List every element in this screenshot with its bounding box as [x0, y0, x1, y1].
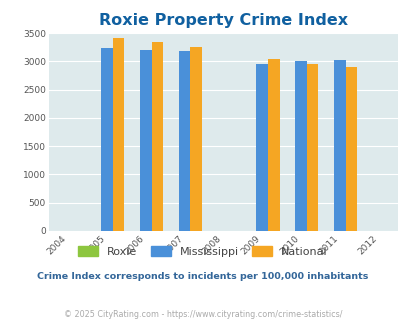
Bar — [178, 51, 190, 231]
Bar — [140, 50, 151, 231]
Bar — [190, 47, 201, 231]
Bar — [151, 42, 163, 231]
Bar — [256, 64, 267, 231]
Bar — [267, 59, 279, 231]
Title: Roxie Property Crime Index: Roxie Property Crime Index — [98, 13, 347, 28]
Text: © 2025 CityRating.com - https://www.cityrating.com/crime-statistics/: © 2025 CityRating.com - https://www.city… — [64, 310, 341, 319]
Bar — [333, 60, 345, 231]
Legend: Roxie, Mississippi, National: Roxie, Mississippi, National — [74, 242, 331, 261]
Bar — [101, 48, 113, 231]
Bar — [294, 61, 306, 231]
Bar — [113, 38, 124, 231]
Text: Crime Index corresponds to incidents per 100,000 inhabitants: Crime Index corresponds to incidents per… — [37, 272, 368, 281]
Bar — [345, 67, 356, 231]
Bar — [306, 64, 318, 231]
